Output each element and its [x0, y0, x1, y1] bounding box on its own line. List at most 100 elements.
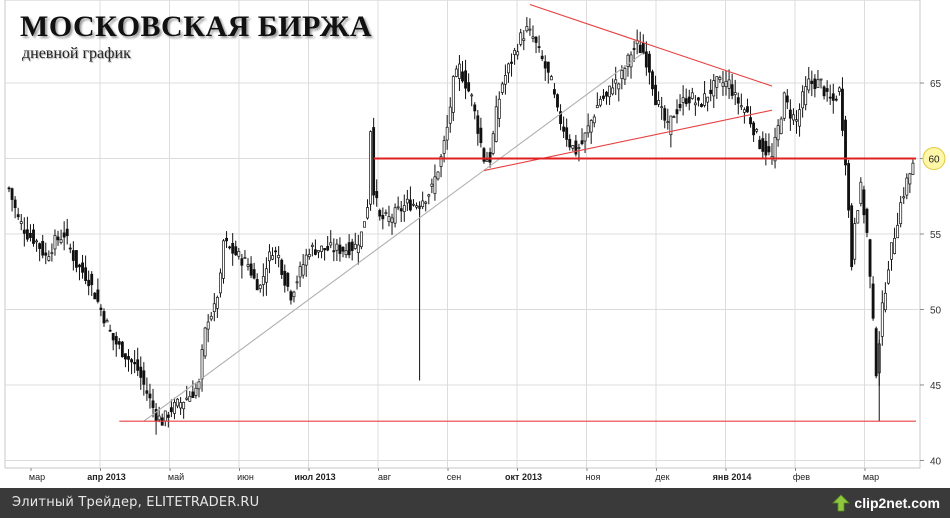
candle-body [721, 82, 725, 87]
candle-body [712, 80, 716, 97]
candle-body [687, 96, 691, 104]
candle-body [344, 250, 348, 256]
candle-body [519, 32, 523, 45]
candle-body [29, 232, 32, 238]
clip2net-logo[interactable]: clip2net.com [832, 492, 940, 514]
candle-body [804, 86, 808, 106]
candle-body [277, 254, 281, 259]
level-highlight-circle [922, 147, 946, 171]
candle-body [93, 292, 97, 300]
candle-body [782, 92, 786, 119]
candle-body [56, 236, 60, 241]
candle-body [424, 201, 428, 204]
candle-body [528, 28, 532, 31]
candle-body [246, 264, 250, 267]
candle-body [62, 232, 66, 238]
candle-body [338, 244, 342, 254]
candle-body [651, 71, 654, 90]
candle-body [243, 257, 247, 259]
candle-body [35, 240, 39, 243]
highlight-level-marker: 60 [922, 147, 946, 171]
candle-body [503, 74, 507, 85]
candle-body [834, 98, 838, 101]
candle-body [516, 51, 520, 56]
candle-body [752, 122, 756, 136]
candle-body [825, 88, 829, 92]
candle-body [883, 292, 887, 311]
candle-body [231, 243, 235, 254]
x-tick-label: окт 2013 [505, 472, 542, 482]
candle-body [451, 76, 455, 113]
candle-body [87, 279, 91, 287]
candle-body [847, 163, 851, 211]
candle-body [283, 270, 287, 286]
candle-body [531, 36, 535, 39]
candle-body [684, 98, 688, 105]
candle-body [304, 254, 308, 266]
candle-body [445, 126, 449, 141]
candle-body [749, 117, 752, 125]
candle-body [663, 108, 667, 121]
x-tick-label: янв 2014 [713, 472, 752, 482]
candle-body [219, 272, 222, 294]
candle-body [71, 250, 75, 261]
candle-body [454, 68, 458, 77]
candle-body [828, 96, 832, 99]
x-tick-label: фев [793, 472, 810, 482]
candle-body [206, 321, 210, 330]
candle-body [347, 242, 351, 256]
candle-body [50, 252, 54, 255]
candle-body [592, 116, 596, 124]
candle-body [81, 262, 84, 273]
candle-body [589, 120, 593, 133]
candle-body [605, 91, 608, 97]
candle-body [268, 251, 271, 262]
candle-body [59, 239, 63, 243]
candle-body [562, 126, 566, 132]
candle-body [580, 140, 584, 145]
candles [7, 17, 915, 435]
y-tick-label: 50 [930, 305, 942, 316]
candle-body [258, 284, 262, 289]
candle-body [801, 91, 805, 109]
candle-body [301, 264, 305, 276]
candle-body [522, 38, 526, 41]
candle-body [194, 387, 198, 396]
candle-body [767, 146, 771, 153]
candle-body [880, 302, 884, 337]
candle-body [874, 328, 878, 377]
candle-body [139, 366, 143, 378]
candle-body [200, 349, 204, 380]
candle-body [274, 250, 278, 253]
candle-body [574, 140, 578, 155]
candle-body [859, 181, 863, 204]
y-tick-label: 55 [930, 230, 942, 241]
candle-body [261, 276, 265, 285]
candle-body [335, 243, 339, 251]
candle-body [675, 109, 679, 115]
candle-body [779, 118, 783, 134]
candle-body [191, 391, 195, 398]
candle-body [559, 111, 562, 124]
candle-body [534, 36, 538, 43]
candle-body [102, 311, 106, 324]
candle-body [323, 248, 327, 251]
candle-body [911, 162, 915, 175]
candle-body [638, 44, 642, 54]
x-tick-label: авг [378, 472, 392, 482]
candle-body [510, 61, 513, 64]
candle-body [310, 244, 314, 247]
candle-body [329, 242, 333, 246]
candle-body [893, 237, 896, 254]
candle-body [264, 268, 268, 283]
candle-body [332, 250, 336, 253]
candle-body [798, 109, 801, 127]
candle-body [700, 103, 703, 107]
x-tick-label: июл 2013 [294, 472, 335, 482]
candle-body [430, 183, 434, 187]
x-tick-label: мар [29, 472, 45, 482]
candle-body [761, 138, 765, 152]
candle-body [810, 80, 814, 84]
candle-body [363, 221, 366, 228]
footer-bar: Элитный Трейдер, ELITETRADER.RU clip2net… [0, 488, 950, 518]
